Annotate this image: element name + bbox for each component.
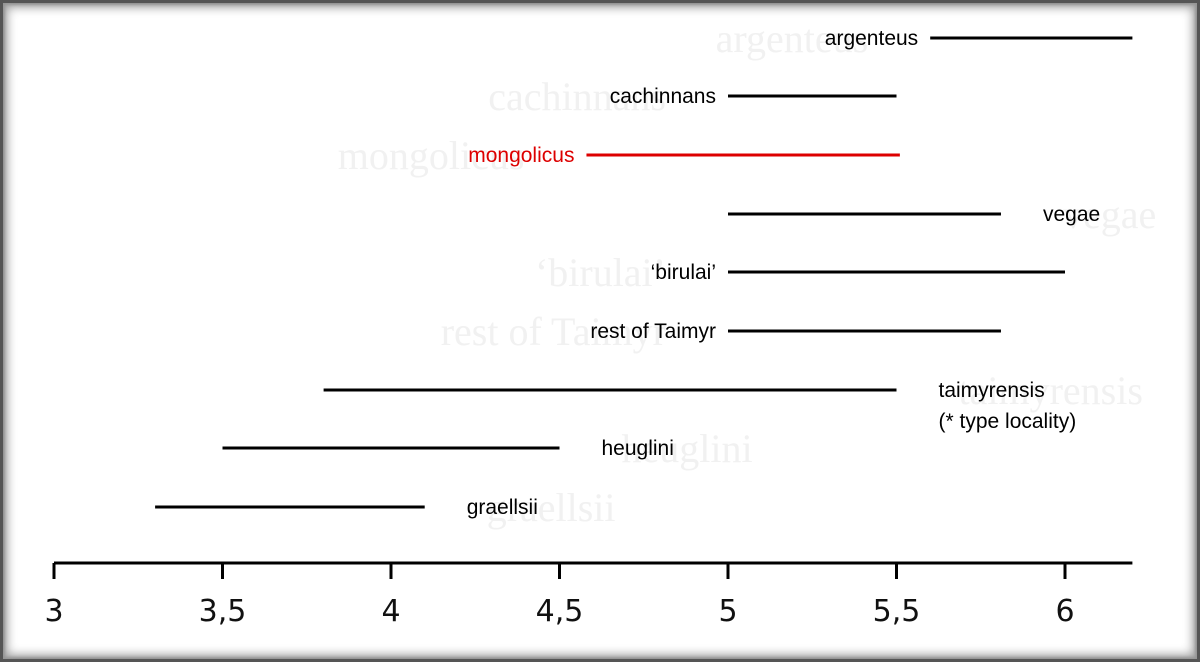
series-label-7: heuglini [602,437,674,460]
x-tick-label-0: 3 [44,594,63,629]
ghost-label-2: mongolicus [338,133,525,178]
series-label-6: taimyrensis [939,379,1045,402]
series-label-3: vegae [1043,203,1100,226]
x-tick-label-4: 5 [718,594,737,629]
x-tick-label-6: 6 [1055,594,1074,629]
watermark-layer: argenteus cachinnans mongolicus vegae ‘birul… [338,16,1156,530]
series-label-1: cachinnans [610,85,716,108]
range-bars: argenteus cachinnans mongolicus vegae ‘birul… [155,27,1133,519]
ghost-label-3: vegae [1063,192,1156,237]
x-tick-label-5: 5,5 [873,594,921,629]
ghost-label-7: heuglini [622,426,753,471]
x-tick-label-2: 4 [381,594,400,629]
ghost-label-0: argenteus [716,16,869,61]
series-label-line2-6: (* type locality) [939,410,1077,433]
series-label-5: rest of Taimyr [590,320,716,343]
x-axis: 3 3,5 4 4,5 5 5,5 6 [44,561,1133,629]
ghost-label-1: cachinnans [488,74,666,119]
series-label-0: argenteus [825,27,918,50]
series-label-4: ‘birulai’ [651,261,716,284]
ghost-label-4: ‘birulai’ [535,250,666,295]
series-label-2: mongolicus [468,144,574,167]
ghost-label-6: taimyrensis [959,368,1143,413]
ghost-label-8: graellsii [487,485,616,530]
ghost-label-5: rest of Taimyr [441,309,666,354]
x-tick-label-3: 4,5 [536,594,584,629]
x-tick-label-1: 3,5 [199,594,247,629]
series-label-8: graellsii [467,496,538,519]
range-chart: argenteus cachinnans mongolicus vegae ‘birul… [44,16,1156,629]
